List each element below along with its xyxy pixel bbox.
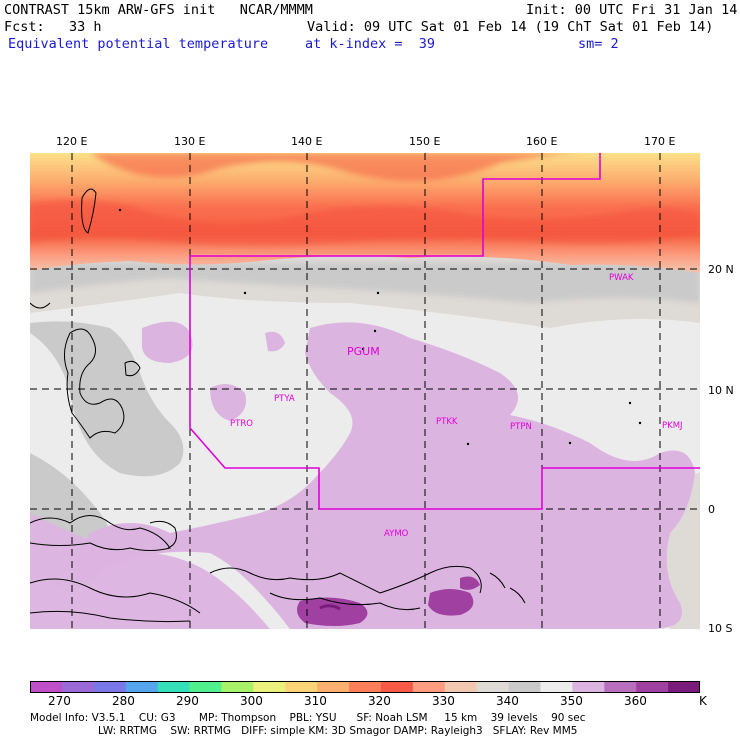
colorbar-label-360: 360 — [624, 694, 647, 708]
header-level: at k-index = 39 — [305, 36, 436, 52]
header-fcst: Fcst: 33 h — [4, 19, 102, 35]
lat-label-10s: 10 S — [708, 622, 733, 635]
colorbar-swatch — [668, 681, 700, 693]
colorbar-swatch — [572, 681, 605, 693]
colorbar-swatch — [317, 681, 350, 693]
station-pkmj: PKMJ — [662, 421, 683, 431]
colorbar-swatch — [157, 681, 191, 693]
colorbar-swatch — [349, 681, 382, 693]
lon-label-170: 170 E — [644, 135, 676, 148]
colorbar-label-280: 280 — [112, 694, 135, 708]
colorbar-border — [30, 681, 700, 693]
colorbar-label-310: 310 — [304, 694, 327, 708]
colorbar-unit: K — [699, 694, 707, 708]
colorbar-swatch — [412, 681, 446, 693]
colorbar-swatch — [30, 681, 63, 693]
station-ptpn: PTPN — [510, 422, 532, 432]
colorbar-label-300: 300 — [240, 694, 263, 708]
colorbar-swatch — [508, 681, 541, 693]
header-title: CONTRAST 15km ARW-GFS init NCAR/MMMM — [4, 2, 313, 18]
colorbar-label-320: 320 — [368, 694, 391, 708]
station-ptya: PTYA — [274, 394, 295, 404]
colorbar-swatch — [380, 681, 414, 693]
colorbar-swatch — [125, 681, 159, 693]
colorbar-swatch — [604, 681, 637, 693]
colorbar-swatch — [93, 681, 127, 693]
lon-label-120: 120 E — [56, 135, 88, 148]
header-field: Equivalent potential temperature — [8, 36, 269, 52]
station-aymo: AYMO — [384, 529, 409, 539]
lon-label-150: 150 E — [409, 135, 441, 148]
lon-label-160: 160 E — [526, 135, 558, 148]
colorbar-swatch — [253, 681, 286, 693]
lat-label-10n: 10 N — [708, 384, 734, 397]
footer-model-info: Model Info: V3.5.1 CU: G3 MP: Thompson P… — [30, 712, 586, 724]
footer-physics-info: LW: RRTMG SW: RRTMG DIFF: simple KM: 3D … — [98, 725, 578, 737]
colorbar-label-350: 350 — [560, 694, 583, 708]
map-plot — [30, 153, 700, 629]
colorbar-label-270: 270 — [48, 694, 71, 708]
colorbar-swatch — [61, 681, 95, 693]
colorbar-swatch — [285, 681, 318, 693]
lon-label-130: 130 E — [174, 135, 206, 148]
colorbar-swatch — [444, 681, 478, 693]
header-smooth: sm= 2 — [578, 36, 619, 52]
colorbar-swatch — [636, 681, 669, 693]
lat-label-0: 0 — [708, 503, 715, 516]
colorbar — [30, 681, 700, 693]
colorbar-label-330: 330 — [432, 694, 455, 708]
lon-label-140: 140 E — [291, 135, 323, 148]
colorbar-label-340: 340 — [496, 694, 519, 708]
colorbar-swatch — [476, 681, 510, 693]
header-valid: Valid: 09 UTC Sat 01 Feb 14 (19 ChT Sat … — [307, 19, 714, 35]
colorbar-swatch — [189, 681, 222, 693]
colorbar-label-290: 290 — [176, 694, 199, 708]
station-pwak: PWAK — [609, 273, 634, 283]
colorbar-swatch — [221, 681, 254, 693]
colorbar-swatch — [540, 681, 573, 693]
header-init: Init: 00 UTC Fri 31 Jan 14 — [526, 2, 738, 18]
station-ptro: PTRO — [230, 419, 253, 429]
station-ptkk: PTKK — [436, 417, 458, 427]
lat-label-20n: 20 N — [708, 263, 734, 276]
station-pgum: PGUM — [347, 345, 380, 358]
